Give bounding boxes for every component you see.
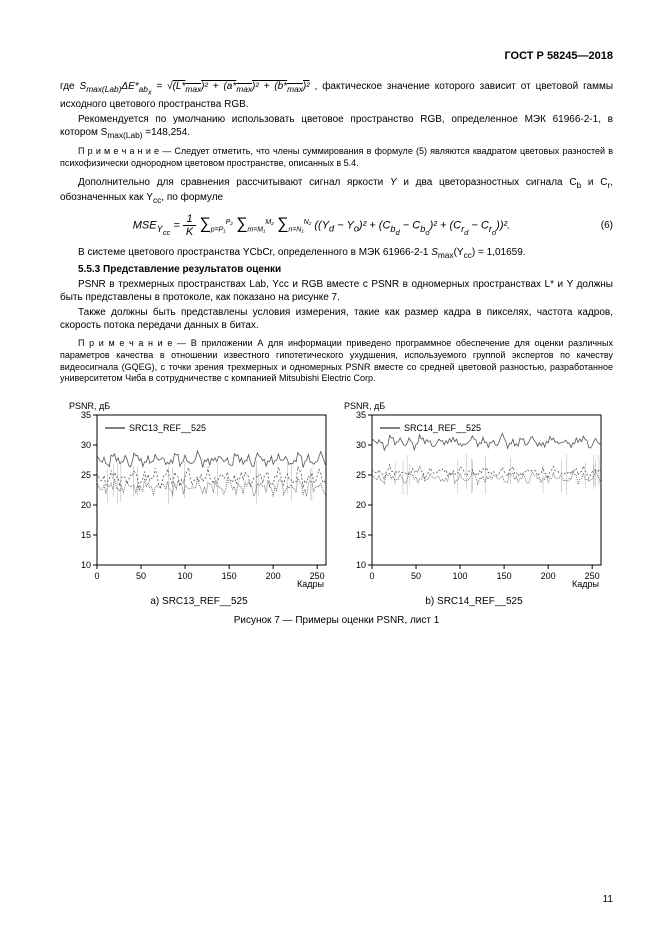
svg-text:200: 200 — [265, 571, 280, 581]
svg-text:SRC13_REF__525: SRC13_REF__525 — [129, 423, 206, 433]
svg-text:10: 10 — [80, 560, 90, 570]
text: где — [60, 81, 80, 92]
svg-text:0: 0 — [94, 571, 99, 581]
para-4: В системе цветового пространства YCbCr, … — [60, 246, 613, 261]
svg-text:35: 35 — [80, 410, 90, 420]
svg-text:200: 200 — [540, 571, 555, 581]
para-3: Дополнительно для сравнения рассчитывают… — [60, 176, 613, 206]
svg-text:30: 30 — [355, 440, 365, 450]
svg-text:35: 35 — [355, 410, 365, 420]
svg-text:100: 100 — [452, 571, 467, 581]
para-5: PSNR в трехмерных пространствах Lab, Yсс… — [60, 278, 613, 304]
svg-text:SRC14_REF__525: SRC14_REF__525 — [404, 423, 481, 433]
figure-caption: Рисунок 7 — Примеры оценки PSNR, лист 1 — [60, 615, 613, 626]
svg-text:10: 10 — [355, 560, 365, 570]
svg-text:50: 50 — [136, 571, 146, 581]
chart-right-wrap: PSNR, дБ101520253035050100150200250Кадры… — [342, 399, 607, 607]
page-number: 11 — [603, 894, 613, 905]
note-2: П р и м е ч а н и е — В приложении А для… — [60, 338, 613, 385]
chart-right: PSNR, дБ101520253035050100150200250Кадры… — [342, 399, 607, 589]
text: = 1,01659. — [475, 247, 525, 258]
svg-text:150: 150 — [496, 571, 511, 581]
chart-left-wrap: PSNR, дБ101520253035050100150200250Кадры… — [67, 399, 332, 607]
text: =148,254. — [143, 127, 191, 138]
text: , по формуле — [161, 192, 223, 203]
page: ГОСТ Р 58245—2018 где Smax(Lab)ΔE*abx = … — [0, 0, 661, 935]
svg-text:25: 25 — [355, 470, 365, 480]
chart-left: PSNR, дБ101520253035050100150200250Кадры… — [67, 399, 332, 589]
svg-text:20: 20 — [355, 500, 365, 510]
subscript: max(Lab) — [107, 130, 142, 140]
svg-text:100: 100 — [177, 571, 192, 581]
doc-header: ГОСТ Р 58245—2018 — [60, 50, 613, 62]
svg-text:25: 25 — [80, 470, 90, 480]
text: В системе цветового пространства YCbCr, … — [78, 247, 431, 258]
svg-text:50: 50 — [411, 571, 421, 581]
text: и два цветоразностных сигнала С — [397, 177, 577, 188]
inline-formula: Smax(Lab)ΔE*abx = √(L*max)² + (a*max)² +… — [80, 81, 310, 92]
svg-text:Кадры: Кадры — [572, 579, 599, 589]
svg-text:30: 30 — [80, 440, 90, 450]
formula-body: MSEYcc = 1K ∑p=P₁P₂ ∑m=M₁M₂ ∑n=N₁N₂ ((Yd… — [60, 213, 583, 238]
formula-number: (6) — [583, 220, 613, 231]
svg-text:Кадры: Кадры — [297, 579, 324, 589]
text: Дополнительно для сравнения рассчитывают… — [78, 177, 390, 188]
svg-text:15: 15 — [355, 530, 365, 540]
chart-left-sublabel: a) SRC13_REF__525 — [67, 596, 332, 607]
svg-text:150: 150 — [221, 571, 236, 581]
para-1: где Smax(Lab)ΔE*abx = √(L*max)² + (a*max… — [60, 80, 613, 111]
note-1: П р и м е ч а н и е — Следует отметить, … — [60, 146, 613, 169]
formula-6: MSEYcc = 1K ∑p=P₁P₂ ∑m=M₁M₂ ∑n=N₁N₂ ((Yd… — [60, 213, 613, 238]
chart-right-sublabel: b) SRC14_REF__525 — [342, 596, 607, 607]
svg-text:20: 20 — [80, 500, 90, 510]
para-6: Также должны быть представлены условия и… — [60, 306, 613, 332]
svg-text:15: 15 — [80, 530, 90, 540]
text: и С — [581, 177, 607, 188]
heading-5-5-3: 5.5.3 Представление результатов оценки — [60, 263, 613, 276]
svg-text:0: 0 — [369, 571, 374, 581]
para-2: Рекомендуется по умолчанию использовать … — [60, 113, 613, 141]
charts-row: PSNR, дБ101520253035050100150200250Кадры… — [60, 399, 613, 607]
